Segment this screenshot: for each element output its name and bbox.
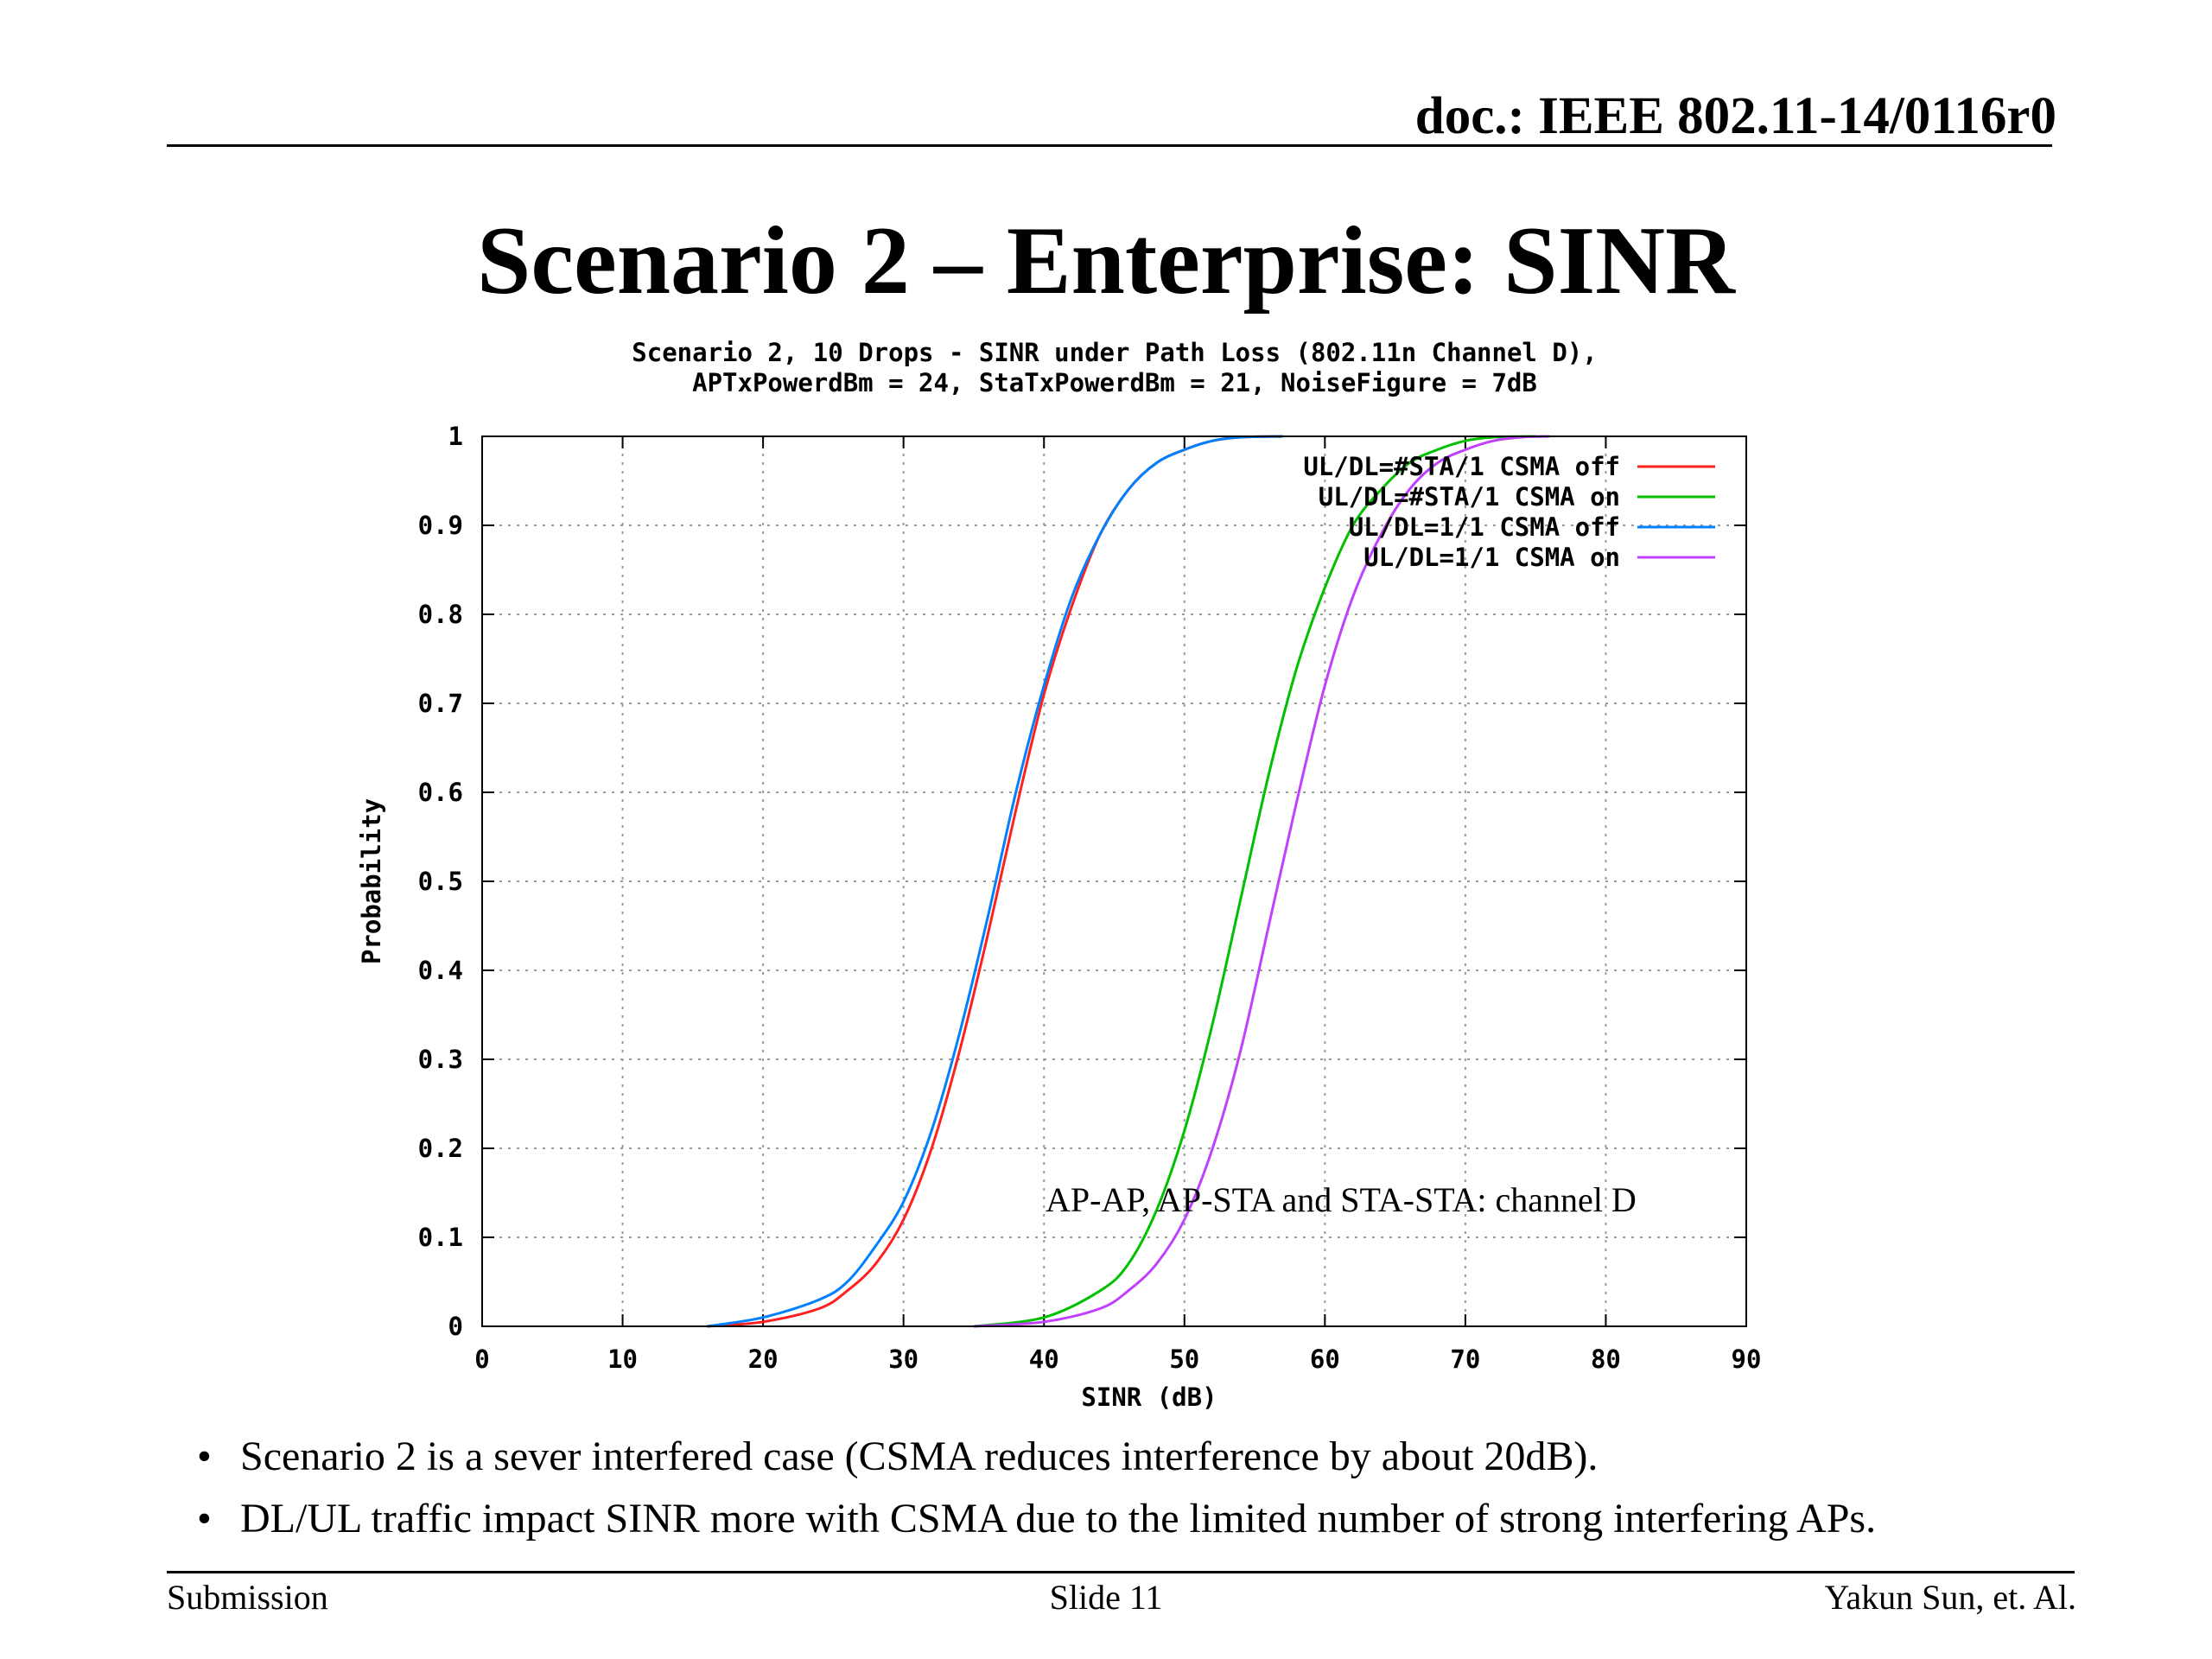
x-tick-label: 20 (748, 1344, 779, 1374)
y-tick-label: 0.8 (418, 600, 463, 629)
x-tick-label: 90 (1732, 1344, 1762, 1374)
x-tick-label: 40 (1029, 1344, 1059, 1374)
chart-annotation: AP-AP, AP-STA and STA-STA: channel D (1046, 1180, 1637, 1219)
footer-submission: Submission (167, 1578, 328, 1617)
sinr-cdf-chart: Scenario 2, 10 Drops - SINR under Path L… (357, 338, 1762, 1412)
y-tick-label: 0.5 (418, 867, 463, 896)
x-tick-label: 10 (607, 1344, 638, 1374)
chart-subtitle: APTxPowerdBm = 24, StaTxPowerdBm = 21, N… (692, 368, 1537, 397)
x-tick-label: 60 (1310, 1344, 1340, 1374)
chart-gridlines (482, 436, 1746, 1326)
series-line-3 (706, 435, 1283, 1328)
bullet-list: Scenario 2 is a sever interfered case (C… (197, 1426, 2141, 1550)
x-tick-label: 70 (1450, 1344, 1480, 1374)
header-divider (167, 144, 2052, 147)
footer-author: Yakun Sun, et. Al. (1824, 1578, 2076, 1617)
y-tick-label: 0.9 (418, 511, 463, 540)
footer-slide-number: Slide 11 (1049, 1578, 1163, 1617)
y-tick-label: 1 (448, 422, 463, 451)
y-tick-label: 0.2 (418, 1134, 463, 1163)
y-tick-label: 0.3 (418, 1045, 463, 1074)
x-tick-label: 50 (1169, 1344, 1199, 1374)
chart-tick-labels: 0 10 20 30 40 50 60 70 80 90 0 0.1 0.2 0.3 0.4 0.5 0.6 0.… (418, 422, 1762, 1374)
slide-title: Scenario 2 – Enterprise: SINR (477, 207, 1735, 315)
series-line-4 (973, 435, 1550, 1328)
x-axis-label: SINR (dB) (1081, 1382, 1217, 1412)
y-tick-label: 0 (448, 1312, 463, 1341)
series-line-2 (973, 435, 1536, 1328)
footer-divider (167, 1571, 2075, 1573)
document-id: doc.: IEEE 802.11-14/0116r0 (1414, 87, 2056, 145)
bullet-item: Scenario 2 is a sever interfered case (C… (197, 1426, 2141, 1488)
y-axis-label: Probability (357, 798, 386, 964)
x-tick-label: 0 (474, 1344, 489, 1374)
y-tick-label: 0.6 (418, 778, 463, 807)
bullet-item: DL/UL traffic impact SINR more with CSMA… (197, 1488, 2141, 1550)
plot-frame (481, 435, 1747, 1327)
chart-series (706, 435, 1550, 1328)
legend-label: UL/DL=1/1 CSMA off (1349, 512, 1620, 542)
chart-title: Scenario 2, 10 Drops - SINR under Path L… (632, 338, 1597, 367)
legend-label: UL/DL=#STA/1 CSMA on (1319, 482, 1620, 512)
y-tick-label: 0.1 (418, 1223, 463, 1252)
x-tick-label: 30 (888, 1344, 918, 1374)
y-tick-label: 0.4 (418, 956, 463, 985)
x-tick-label: 80 (1591, 1344, 1621, 1374)
legend-label: UL/DL=#STA/1 CSMA off (1303, 452, 1620, 481)
legend-label: UL/DL=1/1 CSMA on (1363, 543, 1620, 572)
y-tick-label: 0.7 (418, 689, 463, 718)
